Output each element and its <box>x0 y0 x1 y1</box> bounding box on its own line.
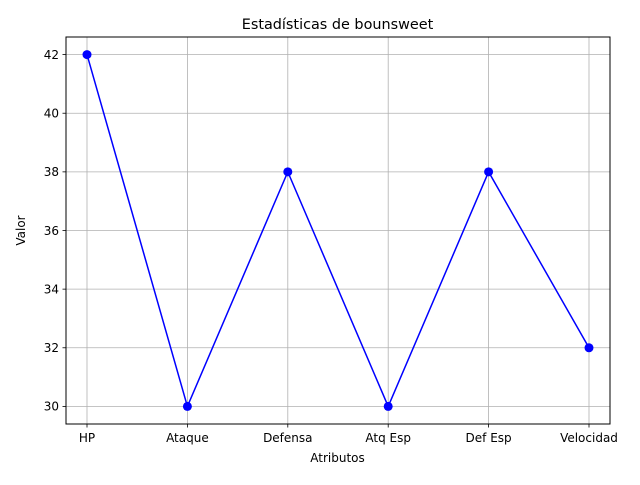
y-tick-label: 30 <box>44 400 59 414</box>
grid-lines <box>66 37 610 424</box>
data-point <box>584 343 594 353</box>
x-tick-label: Atq Esp <box>365 431 411 445</box>
series-polyline <box>86 54 590 409</box>
chart-title: Estadísticas de bounsweet <box>242 17 434 33</box>
y-tick-label: 36 <box>44 224 59 238</box>
y-tick-label: 38 <box>44 165 59 179</box>
x-tick-label: Def Esp <box>466 431 512 445</box>
y-tick-label: 32 <box>44 341 59 355</box>
y-tick-label: 34 <box>44 282 59 296</box>
x-axis-label: Atributos <box>310 451 365 465</box>
x-tick-label: Ataque <box>166 431 209 445</box>
x-tick-label: Velocidad <box>560 431 618 445</box>
series-line <box>82 50 594 411</box>
data-point <box>484 167 494 177</box>
y-tick-label: 42 <box>44 48 59 62</box>
x-tick-label: HP <box>79 431 95 445</box>
data-point <box>283 167 293 177</box>
x-axis-ticks: HP Ataque Defensa Atq Esp Def Esp Velocidad <box>79 424 618 445</box>
y-axis-label: Valor <box>14 215 28 245</box>
x-tick-label: Defensa <box>263 431 312 445</box>
data-point <box>82 50 92 60</box>
data-point <box>383 401 393 411</box>
y-axis-ticks: 30 32 34 36 38 40 42 <box>44 48 66 414</box>
data-point <box>182 401 192 411</box>
y-tick-label: 40 <box>44 107 59 121</box>
